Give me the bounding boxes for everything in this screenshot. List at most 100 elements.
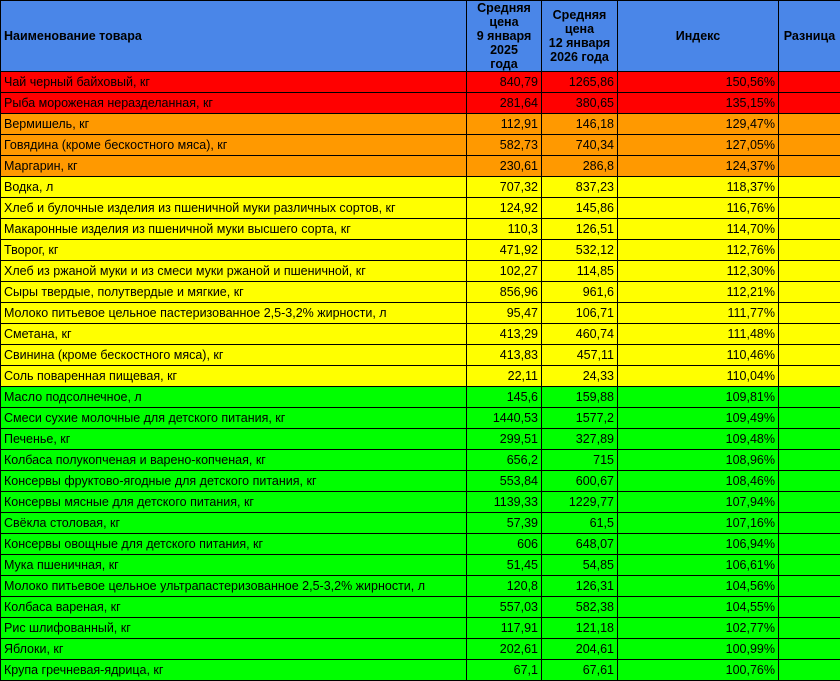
cell-value: 145,86 <box>542 198 618 219</box>
table-row: Консервы фруктово-ягодные для детского п… <box>1 471 840 492</box>
empty-cell <box>779 324 840 345</box>
cell-value: 51,45 <box>467 555 542 576</box>
table-row: Молоко питьевое цельное пастеризованное … <box>1 303 840 324</box>
empty-cell <box>779 450 840 471</box>
cell-value: 104,56% <box>618 576 779 597</box>
product-name: Творог, кг <box>1 240 467 261</box>
cell-value: 606 <box>467 534 542 555</box>
product-name: Крупа гречневая-ядрица, кг <box>1 660 467 681</box>
cell-value: 856,96 <box>467 282 542 303</box>
empty-cell <box>779 429 840 450</box>
empty-cell <box>779 366 840 387</box>
cell-value: 100,99% <box>618 639 779 660</box>
empty-cell <box>779 303 840 324</box>
cell-value: 67,61 <box>542 660 618 681</box>
product-name: Соль поваренная пищевая, кг <box>1 366 467 387</box>
cell-value: 286,8 <box>542 156 618 177</box>
table-row: Консервы мясные для детского питания, кг… <box>1 492 840 513</box>
empty-cell <box>779 492 840 513</box>
cell-value: 327,89 <box>542 429 618 450</box>
cell-value: 202,61 <box>467 639 542 660</box>
empty-cell <box>779 618 840 639</box>
product-name: Рыба мороженая неразделанная, кг <box>1 93 467 114</box>
table-row: Макаронные изделия из пшеничной муки выс… <box>1 219 840 240</box>
cell-value: 471,92 <box>467 240 542 261</box>
empty-cell <box>779 219 840 240</box>
cell-value: 126,51 <box>542 219 618 240</box>
cell-value: 129,47% <box>618 114 779 135</box>
product-name: Свинина (кроме бескостного мяса), кг <box>1 345 467 366</box>
cell-value: 117,91 <box>467 618 542 639</box>
product-name: Сыры твердые, полутвердые и мягкие, кг <box>1 282 467 303</box>
product-name: Яблоки, кг <box>1 639 467 660</box>
cell-value: 299,51 <box>467 429 542 450</box>
cell-value: 112,76% <box>618 240 779 261</box>
cell-value: 600,67 <box>542 471 618 492</box>
cell-value: 54,85 <box>542 555 618 576</box>
cell-value: 106,61% <box>618 555 779 576</box>
table-row: Молоко питьевое цельное ультрапастеризов… <box>1 576 840 597</box>
empty-cell <box>779 576 840 597</box>
empty-cell <box>779 639 840 660</box>
product-name: Вермишель, кг <box>1 114 467 135</box>
column-header: Средняя цена 9 января 2025 года <box>467 1 542 72</box>
cell-value: 112,21% <box>618 282 779 303</box>
product-name: Хлеб из ржаной муки и из смеси муки ржан… <box>1 261 467 282</box>
product-name: Масло подсолнечное, л <box>1 387 467 408</box>
table-row: Смеси сухие молочные для детского питани… <box>1 408 840 429</box>
product-name: Говядина (кроме бескостного мяса), кг <box>1 135 467 156</box>
cell-value: 532,12 <box>542 240 618 261</box>
empty-cell <box>779 555 840 576</box>
product-name: Консервы овощные для детского питания, к… <box>1 534 467 555</box>
cell-value: 22,11 <box>467 366 542 387</box>
cell-value: 648,07 <box>542 534 618 555</box>
product-name: Водка, л <box>1 177 467 198</box>
cell-value: 121,18 <box>542 618 618 639</box>
cell-value: 126,31 <box>542 576 618 597</box>
product-name: Макаронные изделия из пшеничной муки выс… <box>1 219 467 240</box>
product-name: Колбаса полукопченая и варено-копченая, … <box>1 450 467 471</box>
table-row: Консервы овощные для детского питания, к… <box>1 534 840 555</box>
empty-cell <box>779 114 840 135</box>
cell-value: 110,04% <box>618 366 779 387</box>
cell-value: 109,49% <box>618 408 779 429</box>
empty-cell <box>779 198 840 219</box>
empty-cell <box>779 534 840 555</box>
cell-value: 413,83 <box>467 345 542 366</box>
empty-cell <box>779 282 840 303</box>
cell-value: 460,74 <box>542 324 618 345</box>
cell-value: 112,91 <box>467 114 542 135</box>
cell-value: 102,27 <box>467 261 542 282</box>
cell-value: 120,8 <box>467 576 542 597</box>
cell-value: 715 <box>542 450 618 471</box>
cell-value: 102,77% <box>618 618 779 639</box>
cell-value: 707,32 <box>467 177 542 198</box>
cell-value: 840,79 <box>467 72 542 93</box>
cell-value: 57,39 <box>467 513 542 534</box>
cell-value: 118,37% <box>618 177 779 198</box>
cell-value: 109,81% <box>618 387 779 408</box>
cell-value: 109,48% <box>618 429 779 450</box>
table-row: Хлеб из ржаной муки и из смеси муки ржан… <box>1 261 840 282</box>
cell-value: 106,94% <box>618 534 779 555</box>
cell-value: 135,15% <box>618 93 779 114</box>
cell-value: 100,76% <box>618 660 779 681</box>
cell-value: 740,34 <box>542 135 618 156</box>
cell-value: 61,5 <box>542 513 618 534</box>
cell-value: 124,37% <box>618 156 779 177</box>
table-row: Колбаса полукопченая и варено-копченая, … <box>1 450 840 471</box>
cell-value: 553,84 <box>467 471 542 492</box>
cell-value: 961,6 <box>542 282 618 303</box>
